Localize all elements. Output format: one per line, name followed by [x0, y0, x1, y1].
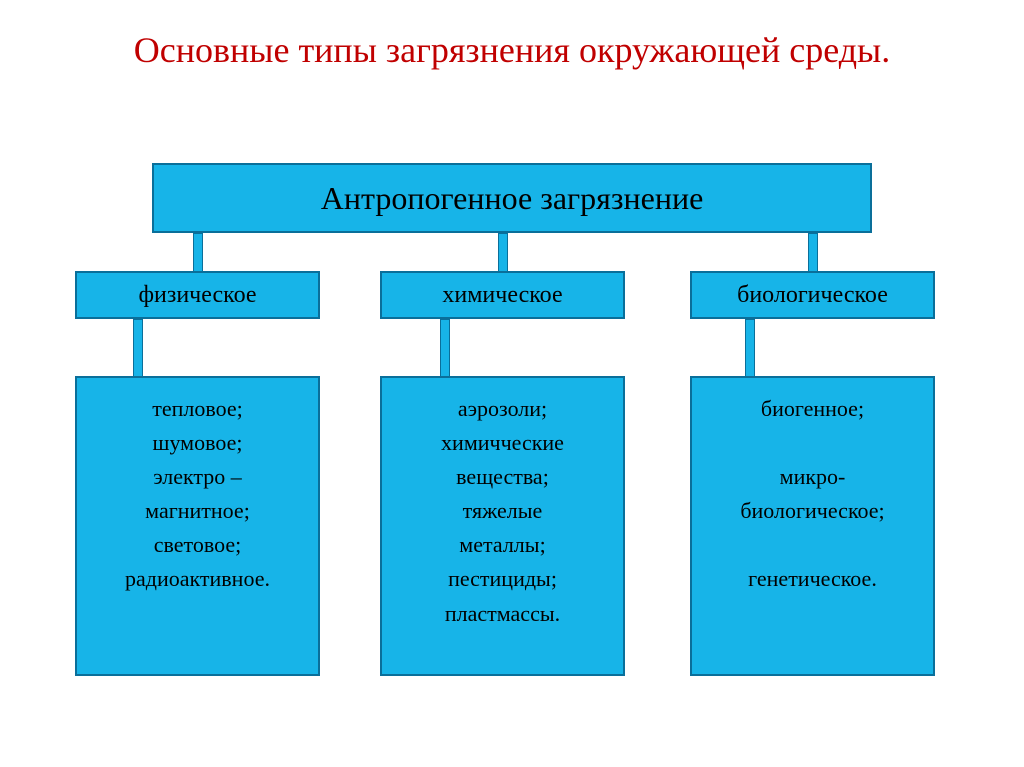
details-text: биогенное; микро- биологическое; генетич…	[700, 392, 925, 597]
category-chemical: химическое	[380, 271, 625, 319]
connector-physical-to-details	[133, 319, 143, 378]
slide-title: Основные типы загрязнения окружающей сре…	[0, 28, 1024, 73]
connector-root-to-biological	[808, 233, 818, 273]
connector-biological-to-details	[745, 319, 755, 378]
category-physical: физическое	[75, 271, 320, 319]
category-label: физическое	[138, 282, 256, 309]
details-text: тепловое; шумовое; электро – магнитное; …	[85, 392, 310, 597]
category-label: биологическое	[737, 282, 888, 309]
connector-root-to-chemical	[498, 233, 508, 273]
details-biological: биогенное; микро- биологическое; генетич…	[690, 376, 935, 676]
root-label: Антропогенное загрязнение	[321, 180, 704, 217]
category-biological: биологическое	[690, 271, 935, 319]
details-text: аэрозоли; химичческие вещества; тяжелые …	[390, 392, 615, 631]
category-label: химическое	[442, 282, 562, 309]
details-physical: тепловое; шумовое; электро – магнитное; …	[75, 376, 320, 676]
slide: Основные типы загрязнения окружающей сре…	[0, 0, 1024, 767]
root-node: Антропогенное загрязнение	[152, 163, 872, 233]
details-chemical: аэрозоли; химичческие вещества; тяжелые …	[380, 376, 625, 676]
connector-root-to-physical	[193, 233, 203, 273]
connector-chemical-to-details	[440, 319, 450, 378]
